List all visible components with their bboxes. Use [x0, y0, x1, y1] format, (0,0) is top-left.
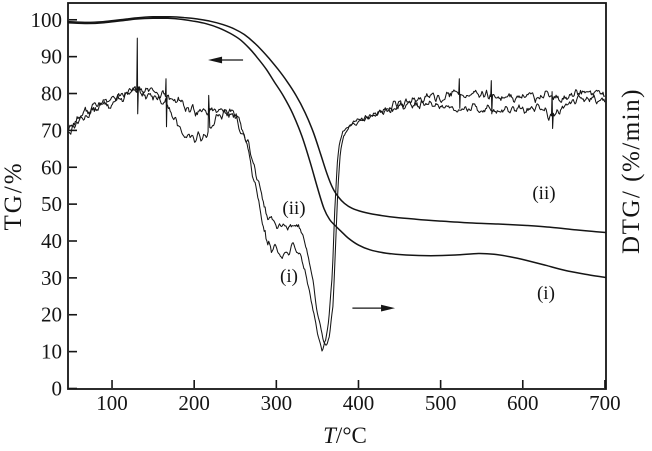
x-tick-label: 400 [343, 391, 375, 415]
y-tick-label: 0 [52, 376, 63, 400]
y-tick-label: 60 [41, 155, 62, 179]
plot-frame [67, 2, 607, 390]
y-tick-label: 10 [41, 340, 62, 364]
dtg-ii-curve [67, 78, 606, 346]
tg-i-curve [67, 17, 607, 279]
x-tick-label: 200 [178, 391, 210, 415]
tg-curve-i-label: (i) [536, 283, 555, 305]
y-tick-label: 20 [41, 303, 62, 327]
y-tick-label: 40 [41, 229, 62, 253]
x-tick-label: 600 [507, 391, 539, 415]
y-tick-label: 70 [41, 118, 62, 142]
dtg-curve-ii-label: (ii) [282, 197, 306, 219]
x-tick-label: 100 [96, 391, 128, 415]
x-axis-title-unit: /°C [335, 423, 367, 448]
dtg-curve-i-label: (i) [280, 266, 298, 288]
y-left-axis-title: TG/% [0, 161, 27, 231]
tg-ii-curve [67, 15, 607, 234]
y-tick-label: 30 [41, 266, 62, 290]
y-tick-label: 90 [41, 45, 62, 69]
tg-arrow-head [208, 56, 223, 64]
dtg-arrow-head [381, 304, 396, 312]
x-axis-title-symbol: T [323, 423, 336, 448]
y-right-axis-title: DTG/ (%/min) [618, 88, 645, 254]
y-tick-label: 50 [41, 192, 62, 216]
x-tick-label: 300 [261, 391, 293, 415]
y-tick-label: 100 [31, 8, 63, 32]
x-tick-label: 700 [589, 391, 621, 415]
dtg-i-curve [67, 37, 606, 352]
tg-curve-ii-label: (ii) [532, 182, 556, 204]
x-axis-title: T/°C [323, 423, 367, 449]
x-tick-label: 500 [425, 391, 457, 415]
y-tick-label: 80 [41, 82, 62, 106]
